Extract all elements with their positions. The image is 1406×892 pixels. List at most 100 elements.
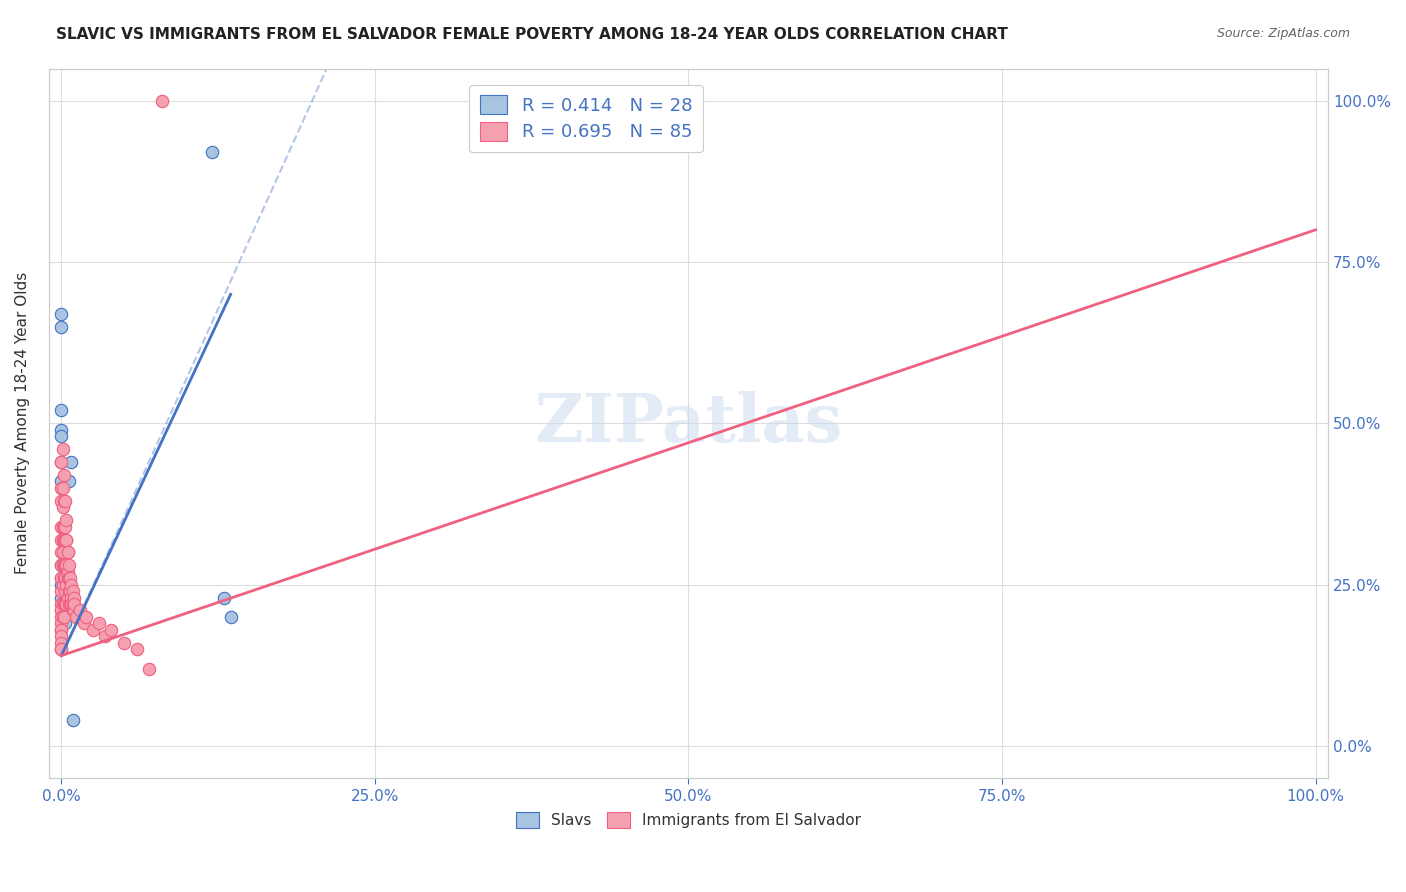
Immigrants from El Salvador bbox=[55, 597, 77, 611]
Immigrants from El Salvador bbox=[52, 597, 75, 611]
Slavs bbox=[51, 591, 73, 605]
Immigrants from El Salvador bbox=[59, 584, 82, 599]
Immigrants from El Salvador bbox=[55, 558, 77, 573]
Immigrants from El Salvador bbox=[56, 545, 79, 559]
Immigrants from El Salvador bbox=[51, 545, 73, 559]
Slavs bbox=[51, 429, 73, 443]
Immigrants from El Salvador bbox=[51, 533, 73, 547]
Immigrants from El Salvador bbox=[52, 467, 75, 482]
Immigrants from El Salvador bbox=[150, 94, 173, 108]
Immigrants from El Salvador bbox=[51, 642, 73, 657]
Slavs bbox=[51, 577, 73, 591]
Immigrants from El Salvador bbox=[82, 623, 104, 637]
Immigrants from El Salvador bbox=[52, 571, 75, 585]
Slavs bbox=[52, 597, 75, 611]
Immigrants from El Salvador bbox=[53, 493, 76, 508]
Slavs bbox=[51, 558, 73, 573]
Immigrants from El Salvador bbox=[53, 533, 76, 547]
Immigrants from El Salvador bbox=[59, 584, 82, 599]
Immigrants from El Salvador bbox=[59, 571, 82, 585]
Immigrants from El Salvador bbox=[51, 616, 73, 631]
Immigrants from El Salvador bbox=[51, 610, 73, 624]
Slavs bbox=[53, 597, 76, 611]
Immigrants from El Salvador bbox=[51, 603, 73, 617]
Immigrants from El Salvador bbox=[51, 558, 73, 573]
Immigrants from El Salvador bbox=[62, 584, 84, 599]
Immigrants from El Salvador bbox=[52, 610, 75, 624]
Y-axis label: Female Poverty Among 18-24 Year Olds: Female Poverty Among 18-24 Year Olds bbox=[15, 272, 30, 574]
Immigrants from El Salvador bbox=[51, 571, 73, 585]
Immigrants from El Salvador bbox=[51, 519, 73, 533]
Slavs bbox=[51, 571, 73, 585]
Immigrants from El Salvador bbox=[94, 629, 117, 643]
Immigrants from El Salvador bbox=[58, 558, 80, 573]
Legend: Slavs, Immigrants from El Salvador: Slavs, Immigrants from El Salvador bbox=[510, 806, 868, 834]
Immigrants from El Salvador bbox=[60, 591, 83, 605]
Immigrants from El Salvador bbox=[51, 481, 73, 495]
Immigrants from El Salvador bbox=[56, 591, 79, 605]
Slavs bbox=[53, 616, 76, 631]
Immigrants from El Salvador bbox=[55, 513, 77, 527]
Slavs bbox=[55, 591, 77, 605]
Slavs bbox=[56, 603, 79, 617]
Immigrants from El Salvador bbox=[56, 565, 79, 579]
Immigrants from El Salvador bbox=[51, 610, 73, 624]
Immigrants from El Salvador bbox=[58, 584, 80, 599]
Immigrants from El Salvador bbox=[125, 642, 148, 657]
Slavs bbox=[60, 455, 83, 469]
Immigrants from El Salvador bbox=[100, 623, 122, 637]
Immigrants from El Salvador bbox=[51, 629, 73, 643]
Immigrants from El Salvador bbox=[51, 519, 73, 533]
Immigrants from El Salvador bbox=[51, 584, 73, 599]
Immigrants from El Salvador bbox=[63, 597, 86, 611]
Slavs bbox=[58, 475, 80, 489]
Immigrants from El Salvador bbox=[75, 610, 97, 624]
Slavs bbox=[51, 319, 73, 334]
Immigrants from El Salvador bbox=[56, 545, 79, 559]
Slavs bbox=[51, 577, 73, 591]
Immigrants from El Salvador bbox=[52, 493, 75, 508]
Immigrants from El Salvador bbox=[51, 500, 73, 515]
Immigrants from El Salvador bbox=[53, 571, 76, 585]
Immigrants from El Salvador bbox=[52, 558, 75, 573]
Immigrants from El Salvador bbox=[112, 636, 135, 650]
Immigrants from El Salvador bbox=[138, 661, 160, 675]
Slavs bbox=[62, 713, 84, 727]
Slavs bbox=[52, 603, 75, 617]
Immigrants from El Salvador bbox=[51, 623, 73, 637]
Immigrants from El Salvador bbox=[60, 577, 83, 591]
Immigrants from El Salvador bbox=[87, 616, 110, 631]
Immigrants from El Salvador bbox=[53, 519, 76, 533]
Slavs bbox=[51, 307, 73, 321]
Immigrants from El Salvador bbox=[51, 623, 73, 637]
Immigrants from El Salvador bbox=[56, 571, 79, 585]
Slavs bbox=[201, 145, 224, 160]
Immigrants from El Salvador bbox=[51, 603, 73, 617]
Immigrants from El Salvador bbox=[51, 493, 73, 508]
Immigrants from El Salvador bbox=[62, 597, 84, 611]
Slavs bbox=[51, 475, 73, 489]
Immigrants from El Salvador bbox=[52, 519, 75, 533]
Immigrants from El Salvador bbox=[58, 597, 80, 611]
Immigrants from El Salvador bbox=[51, 636, 73, 650]
Immigrants from El Salvador bbox=[55, 577, 77, 591]
Immigrants from El Salvador bbox=[51, 545, 73, 559]
Immigrants from El Salvador bbox=[51, 577, 73, 591]
Immigrants from El Salvador bbox=[51, 597, 73, 611]
Immigrants from El Salvador bbox=[58, 571, 80, 585]
Immigrants from El Salvador bbox=[53, 597, 76, 611]
Immigrants from El Salvador bbox=[69, 603, 91, 617]
Immigrants from El Salvador bbox=[51, 533, 73, 547]
Immigrants from El Salvador bbox=[63, 603, 86, 617]
Text: SLAVIC VS IMMIGRANTS FROM EL SALVADOR FEMALE POVERTY AMONG 18-24 YEAR OLDS CORRE: SLAVIC VS IMMIGRANTS FROM EL SALVADOR FE… bbox=[56, 27, 1008, 42]
Immigrants from El Salvador bbox=[51, 455, 73, 469]
Slavs bbox=[59, 597, 82, 611]
Slavs bbox=[214, 591, 236, 605]
Immigrants from El Salvador bbox=[51, 597, 73, 611]
Text: Source: ZipAtlas.com: Source: ZipAtlas.com bbox=[1216, 27, 1350, 40]
Immigrants from El Salvador bbox=[53, 584, 76, 599]
Immigrants from El Salvador bbox=[59, 597, 82, 611]
Slavs bbox=[51, 610, 73, 624]
Immigrants from El Salvador bbox=[52, 533, 75, 547]
Slavs bbox=[51, 423, 73, 437]
